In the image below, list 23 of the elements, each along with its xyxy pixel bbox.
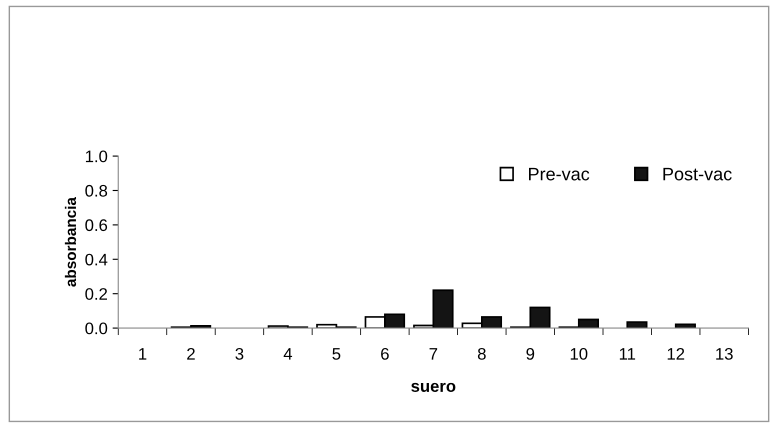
x-tick-label: 9	[526, 348, 534, 360]
y-axis-title: absorbancia	[64, 196, 76, 287]
y-tick-label: 1.0	[86, 150, 108, 162]
y-tick-label: 0.8	[85, 184, 108, 197]
legend-label: Pre-vac	[529, 168, 590, 180]
x-tick-label: 11	[620, 348, 636, 360]
x-tick-label: 8	[478, 348, 486, 360]
x-tick-label: 1	[139, 348, 146, 360]
x-tick-label: 2	[187, 348, 195, 360]
x-tick-label: 12	[668, 348, 684, 360]
y-tick-label: 0.0	[85, 322, 108, 334]
x-tick-label: 6	[381, 348, 389, 360]
y-tick-label: 0.4	[85, 254, 108, 266]
x-tick-label: 3	[235, 348, 244, 360]
x-axis-title: suero	[411, 382, 456, 392]
y-tick-label: 0.6	[85, 219, 108, 232]
x-tick-label: 7	[430, 348, 438, 360]
x-tick-label: 5	[332, 348, 340, 360]
legend-label: Post-vac	[663, 168, 732, 180]
y-tick-label: 0.2	[85, 288, 108, 300]
x-tick-label: 13	[716, 348, 733, 360]
x-tick-label: 10	[570, 348, 588, 360]
x-tick-label: 4	[284, 348, 292, 360]
